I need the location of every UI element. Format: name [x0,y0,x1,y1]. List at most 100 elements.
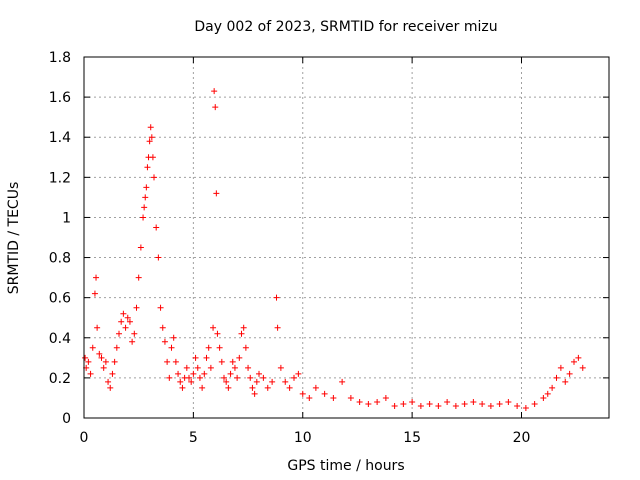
data-point [186,374,192,381]
data-point [91,290,98,297]
data-point [157,304,164,311]
data-point [562,378,569,385]
data-point [137,244,144,251]
data-point [148,134,155,141]
data-point [188,378,195,385]
data-point [111,358,118,365]
data-point [126,318,133,325]
data-point [183,364,190,371]
data-point [242,344,249,351]
data-point [452,402,459,409]
ticks-layer: 0 0.2 0.4 0.6 0.8 1 1.2 1.4 1.6 1.8 0 5 10 15 20 [49,50,609,446]
data-point [273,294,280,301]
data-point [149,154,156,161]
data-point [229,358,236,365]
data-point [426,400,433,407]
data-point [87,370,94,377]
data-point [102,358,109,365]
data-point [295,370,302,377]
data-point [514,402,521,409]
data-point [223,378,230,385]
data-point [124,314,131,321]
data-point [98,354,105,361]
data-point [330,394,337,401]
data-point [142,194,149,201]
y-tick-label: 1.2 [49,170,71,186]
data-point [205,344,212,351]
data-point [140,214,147,221]
data-point [409,398,416,405]
data-point [227,370,234,377]
data-point [236,354,243,361]
data-point [118,318,125,325]
data-point [155,254,162,261]
data-point [144,164,151,171]
x-tick-label: 5 [189,430,198,446]
data-point [196,374,203,381]
y-axis-label: SRMTID / TECUs [6,182,22,295]
grid-layer [84,57,609,418]
data-point [211,88,218,95]
data-point [151,174,157,181]
data-point [201,370,208,377]
data-point [374,398,381,405]
data-point [164,358,171,365]
data-point [231,364,238,371]
data-point [435,402,442,409]
data-point [470,398,477,405]
data-point [113,344,120,351]
data-point [540,394,547,401]
x-tick-label: 15 [403,430,421,446]
data-point [172,358,179,365]
data-point [129,338,136,345]
data-point [274,324,281,331]
data-point [347,394,354,401]
data-point [194,364,201,371]
data-point [260,374,267,381]
data-point [96,350,103,357]
data-point [100,364,107,371]
y-tick-label: 1.6 [49,90,71,106]
data-point [166,374,173,381]
data-point [153,224,160,231]
data-point [286,384,293,391]
data-point [214,330,221,337]
data-point [170,334,177,341]
data-point [522,404,529,411]
data-point [122,324,129,331]
data-point [107,384,114,391]
data-point [299,390,306,397]
data-point [131,330,138,337]
data-point [461,400,468,407]
data-point [116,330,122,337]
data-point [382,394,389,401]
data-point [400,400,407,407]
y-tick-label: 1.8 [49,50,71,66]
data-point [444,398,451,405]
data-point [306,394,313,401]
data-point [505,398,512,405]
data-point [146,138,153,145]
data-point [159,324,166,331]
data-point [135,274,142,281]
data-point [575,354,582,361]
data-point [179,384,186,391]
data-point [192,354,199,361]
data-point [203,354,210,361]
plot-frame [83,56,610,419]
data-point [251,390,258,397]
data-point [245,364,252,371]
y-tick-label: 0.2 [49,371,71,387]
data-point [120,310,127,317]
data-point [216,344,223,351]
data-point [240,324,247,331]
y-tick-label: 1 [62,210,71,226]
data-point [143,184,150,191]
data-point [553,374,560,381]
data-points [82,88,586,411]
data-point [85,358,92,365]
data-point [147,124,154,131]
data-point [141,204,148,211]
data-point [168,344,175,351]
data-point [190,370,197,377]
